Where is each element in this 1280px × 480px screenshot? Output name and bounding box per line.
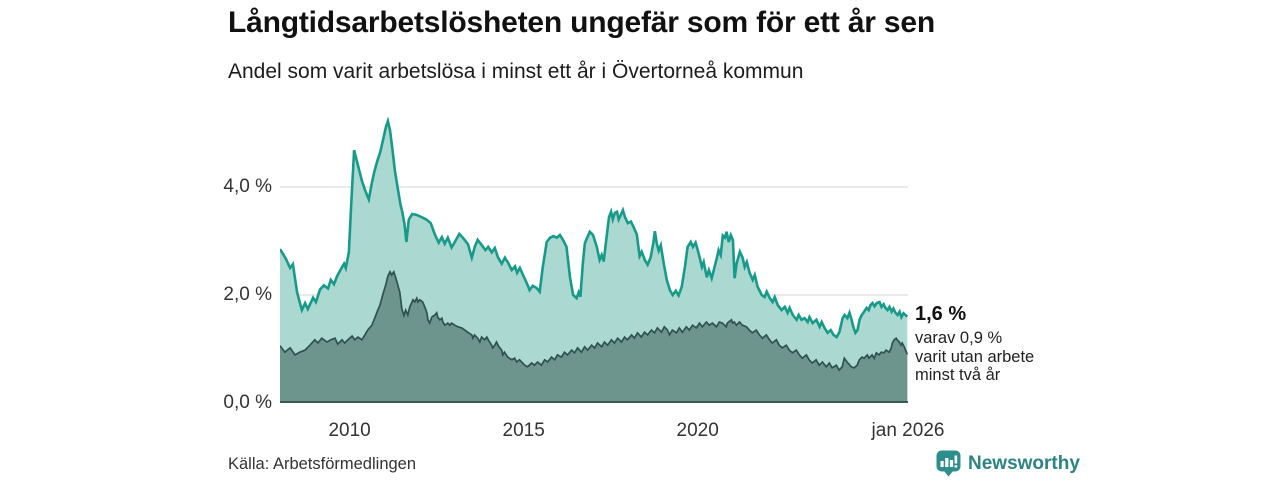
y-tick-label: 2,0 %: [223, 284, 272, 305]
latest-value-annotation: 1,6 % varav 0,9 % varit utan arbete mins…: [915, 302, 1065, 385]
x-tick-label: 2020: [676, 420, 719, 441]
annotation-line: varav 0,9 %: [915, 329, 1003, 347]
source-credit: Källa: Arbetsförmedlingen: [228, 455, 417, 473]
y-tick-label: 4,0 %: [223, 176, 272, 197]
chart-canvas: [278, 116, 909, 403]
page-title: Långtidsarbetslösheten ungefär som för e…: [228, 6, 936, 39]
area-series-1: [280, 271, 908, 403]
annotation-line: minst två år: [915, 366, 1001, 384]
y-tick-label: 0,0 %: [223, 392, 272, 413]
brand-name: Newsworthy: [968, 452, 1080, 474]
x-tick-label: 2010: [328, 420, 371, 441]
chart-area: [278, 100, 909, 404]
annotation-line: varit utan arbete: [915, 347, 1035, 366]
line-series-0: [278, 116, 909, 339]
brand-logo: Newsworthy: [936, 450, 1080, 477]
x-tick-label: 2015: [502, 420, 545, 441]
page-subtitle: Andel som varit arbetslösa i minst ett å…: [228, 60, 804, 83]
latest-value-label: 1,6 %: [915, 303, 967, 325]
newsworthy-icon: [936, 450, 961, 477]
line-series-1: [279, 269, 909, 372]
x-tick-label: jan 2026: [871, 420, 945, 441]
